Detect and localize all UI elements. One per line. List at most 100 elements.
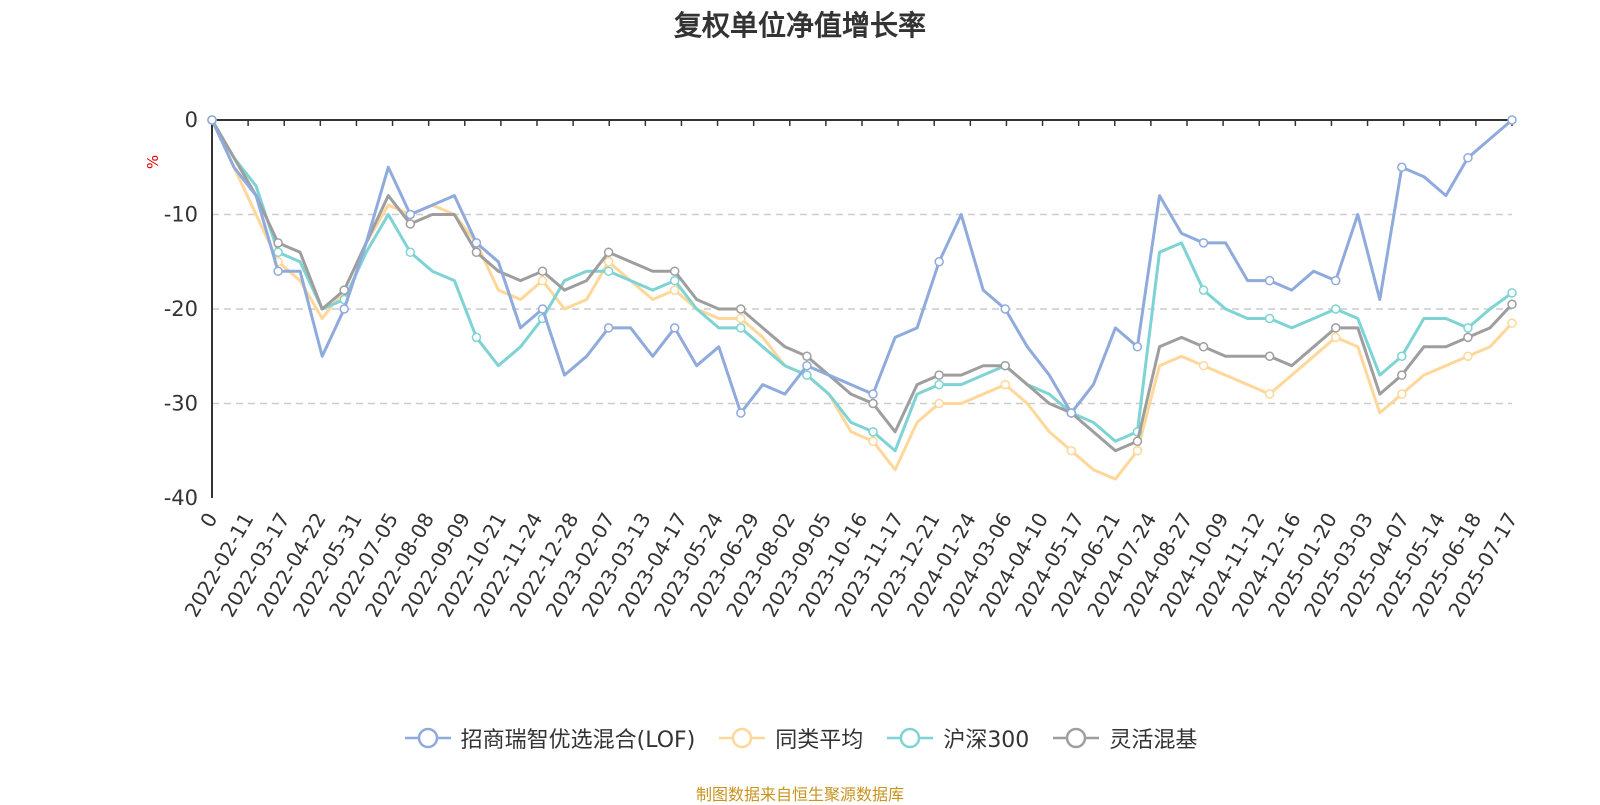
data-point (669, 323, 680, 333)
legend-item[interactable]: 沪深300 (885, 722, 1029, 754)
data-point (1463, 153, 1473, 163)
data-point (1507, 115, 1517, 125)
data-point (1330, 275, 1341, 286)
data-point (603, 257, 614, 267)
y-axis-label: % (144, 155, 162, 169)
data-point (1000, 360, 1010, 371)
series-lines (207, 115, 1517, 481)
data-point (207, 115, 217, 125)
data-point (1507, 299, 1517, 310)
legend-item[interactable]: 同类平均 (717, 722, 863, 754)
x-tick-label: 0 (195, 509, 222, 532)
legend-label: 灵活混基 (1109, 728, 1198, 753)
data-point (405, 219, 416, 229)
data-point (802, 360, 812, 371)
line-chart: 0-10-20-30-40%02022-02-112022-03-172022-… (144, 108, 1522, 621)
data-point (1198, 342, 1209, 352)
series-line (210, 119, 1513, 453)
data-point (603, 247, 614, 258)
data-point (736, 313, 746, 324)
y-tick-label: -20 (164, 297, 198, 321)
legend-label: 招商瑞智优选混合(LOF) (460, 728, 696, 753)
data-point (1463, 332, 1473, 343)
data-point (1397, 389, 1407, 399)
y-tick-label: 0 (185, 108, 198, 132)
data-point (1397, 351, 1407, 361)
legend-marker-icon (1053, 727, 1100, 749)
data-point (339, 304, 349, 314)
legend-marker-icon (404, 727, 451, 749)
series-line (210, 118, 1513, 415)
source-note: 制图数据来自恒生聚源数据库 (695, 785, 904, 804)
data-point (1330, 304, 1341, 314)
data-point (405, 247, 416, 258)
data-point (868, 398, 878, 409)
y-tick-label: -40 (164, 486, 198, 510)
legend-label: 沪深300 (943, 728, 1030, 753)
data-point (471, 247, 482, 258)
data-point (273, 238, 283, 248)
data-point (1000, 379, 1010, 390)
legend-marker-icon (887, 727, 934, 749)
data-point (802, 370, 812, 380)
data-point (1066, 446, 1077, 456)
data-point (1264, 313, 1275, 324)
data-point (934, 379, 944, 390)
data-point (1000, 304, 1010, 314)
data-point (1264, 275, 1275, 286)
legend: 招商瑞智优选混合(LOF) 同类平均 沪深300 灵活混基 (0, 722, 1600, 754)
y-tick-label: -10 (164, 203, 198, 227)
data-point (603, 266, 614, 276)
data-point (669, 275, 680, 286)
data-point (1198, 285, 1209, 295)
data-point (669, 285, 680, 295)
data-point (603, 323, 614, 333)
data-point (736, 304, 746, 314)
data-point (471, 238, 482, 248)
chart-title: 复权单位净值增长率 (673, 9, 926, 42)
legend-marker-icon (719, 727, 766, 749)
data-point (802, 351, 812, 361)
axes (211, 119, 1513, 498)
data-point (1397, 162, 1407, 172)
data-point (1463, 351, 1473, 361)
data-point (934, 398, 944, 409)
data-point (1330, 323, 1341, 333)
data-point (1132, 342, 1143, 352)
data-point (1507, 288, 1517, 298)
data-point (868, 389, 878, 399)
data-point (273, 266, 283, 276)
data-point (1066, 408, 1077, 418)
legend-item[interactable]: 灵活混基 (1051, 722, 1197, 754)
data-point (736, 323, 746, 333)
data-point (1132, 446, 1143, 456)
data-point (1397, 370, 1407, 380)
grid-lines (212, 213, 1512, 405)
data-point (736, 408, 746, 418)
data-point (405, 209, 416, 220)
tick-labels: 0-10-20-30-40%02022-02-112022-03-172022-… (144, 108, 1522, 621)
legend-item[interactable]: 招商瑞智优选混合(LOF) (403, 722, 696, 754)
series-line (210, 119, 1514, 453)
data-point (934, 257, 944, 267)
data-point (1198, 360, 1209, 371)
data-point (1507, 318, 1517, 328)
data-point (339, 285, 349, 295)
data-point (537, 304, 548, 314)
data-point (537, 275, 548, 286)
data-point (868, 436, 878, 447)
data-point (273, 247, 283, 258)
data-point (1132, 436, 1143, 447)
data-point (669, 266, 680, 276)
data-point (1463, 323, 1473, 333)
data-point (868, 427, 878, 437)
series-line (210, 119, 1514, 481)
data-point (537, 266, 548, 276)
data-point (1198, 238, 1209, 248)
data-point (1330, 332, 1341, 343)
legend-label: 同类平均 (775, 728, 864, 753)
y-tick-label: -30 (164, 392, 198, 416)
data-point (1264, 389, 1275, 399)
data-point (471, 332, 482, 343)
data-point (934, 370, 944, 380)
